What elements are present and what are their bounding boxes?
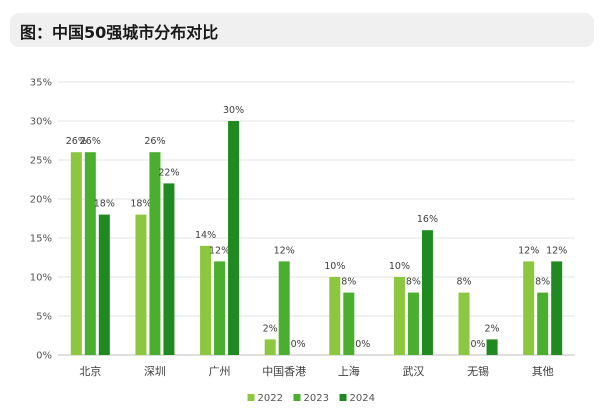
- title-bar: 图：中国50强城市分布对比: [10, 13, 594, 47]
- data-label: 12%: [546, 245, 567, 256]
- category-label: 中国香港: [262, 365, 306, 378]
- data-label: 26%: [66, 136, 87, 147]
- bar-2023: [149, 152, 161, 355]
- chart-title: 图：中国50强城市分布对比: [20, 23, 219, 42]
- bar-2022: [135, 214, 147, 355]
- data-label: 18%: [94, 199, 115, 210]
- data-label: 8%: [406, 277, 421, 288]
- bar-2022: [523, 261, 535, 355]
- legend-label: 2022: [258, 393, 283, 404]
- data-label: 0%: [471, 339, 486, 350]
- bar-2024: [486, 339, 498, 355]
- y-tick-label: 30%: [30, 117, 52, 128]
- y-tick-label: 10%: [30, 273, 52, 284]
- y-tick-label: 15%: [30, 234, 52, 245]
- y-tick-label: 5%: [36, 312, 52, 323]
- data-label: 18%: [130, 199, 151, 210]
- y-tick-label: 0%: [36, 351, 52, 362]
- data-label: 26%: [80, 136, 101, 147]
- category-label: 深圳: [144, 365, 166, 378]
- legend-swatch-2024: [339, 394, 347, 401]
- legend-label: 2023: [304, 393, 329, 404]
- data-label: 0%: [355, 339, 370, 350]
- bar-2024: [163, 183, 175, 355]
- data-label: 26%: [144, 136, 165, 147]
- data-label: 0%: [291, 339, 306, 350]
- data-label: 30%: [223, 105, 244, 116]
- data-label: 8%: [341, 277, 356, 288]
- y-tick-label: 35%: [30, 78, 52, 89]
- data-label: 12%: [274, 245, 295, 256]
- legend-swatch-2023: [293, 394, 301, 401]
- data-label: 14%: [195, 230, 216, 241]
- category-label: 武汉: [402, 365, 424, 378]
- bar-2023: [214, 261, 226, 355]
- data-label: 16%: [417, 214, 438, 225]
- data-label: 8%: [535, 277, 550, 288]
- data-label: 8%: [457, 277, 472, 288]
- y-tick-label: 25%: [30, 156, 52, 167]
- bar-2022: [70, 152, 82, 355]
- data-label: 10%: [389, 261, 410, 272]
- data-label: 12%: [209, 245, 230, 256]
- bar-2022: [264, 339, 276, 355]
- bar-2022: [200, 245, 212, 355]
- category-label: 广州: [209, 365, 231, 378]
- data-label: 12%: [518, 245, 539, 256]
- bar-2022: [329, 277, 341, 355]
- data-label: 10%: [324, 261, 345, 272]
- category-label: 无锡: [467, 364, 489, 378]
- bar-2023: [84, 152, 96, 355]
- bar-2022: [393, 277, 405, 355]
- legend-label: 2024: [350, 393, 375, 404]
- category-label: 北京: [79, 364, 101, 378]
- category-label: 上海: [338, 364, 360, 378]
- data-label: 22%: [158, 167, 179, 178]
- bar-2024: [421, 230, 433, 355]
- bar-2024: [551, 261, 563, 355]
- bar-2023: [407, 292, 419, 355]
- data-label: 2%: [263, 323, 278, 334]
- data-label: 2%: [485, 323, 500, 334]
- bar-2024: [228, 121, 240, 355]
- bar-2023: [343, 292, 355, 355]
- bar-2023: [278, 261, 290, 355]
- category-label: 其他: [532, 365, 554, 378]
- legend-swatch-2022: [247, 394, 255, 401]
- bar-2022: [458, 292, 470, 355]
- bar-2023: [537, 292, 549, 355]
- bar-2024: [98, 214, 110, 355]
- y-tick-label: 20%: [30, 195, 52, 206]
